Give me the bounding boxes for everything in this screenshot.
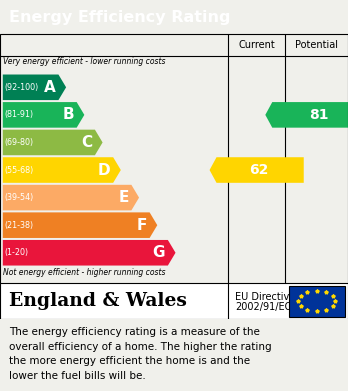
- Polygon shape: [209, 157, 304, 183]
- Text: England & Wales: England & Wales: [9, 292, 187, 310]
- Text: (39-54): (39-54): [5, 193, 34, 202]
- Text: D: D: [98, 163, 110, 178]
- Text: (21-38): (21-38): [5, 221, 34, 230]
- Text: Potential: Potential: [295, 40, 338, 50]
- Polygon shape: [3, 185, 139, 210]
- Polygon shape: [3, 75, 66, 100]
- Polygon shape: [265, 102, 348, 128]
- Text: (55-68): (55-68): [5, 165, 34, 174]
- Text: E: E: [118, 190, 129, 205]
- Text: G: G: [152, 245, 165, 260]
- Bar: [289, 285, 345, 317]
- Text: F: F: [136, 218, 147, 233]
- Text: (69-80): (69-80): [5, 138, 34, 147]
- Text: Current: Current: [238, 40, 275, 50]
- Text: B: B: [62, 108, 74, 122]
- Text: 2002/91/EC: 2002/91/EC: [235, 302, 291, 312]
- Text: 62: 62: [249, 163, 268, 177]
- Polygon shape: [3, 102, 84, 128]
- Text: Not energy efficient - higher running costs: Not energy efficient - higher running co…: [3, 268, 166, 277]
- Text: Very energy efficient - lower running costs: Very energy efficient - lower running co…: [3, 57, 166, 66]
- Polygon shape: [3, 240, 175, 265]
- Text: The energy efficiency rating is a measure of the
overall efficiency of a home. T: The energy efficiency rating is a measur…: [9, 327, 271, 380]
- Polygon shape: [3, 130, 103, 155]
- Text: EU Directive: EU Directive: [235, 292, 295, 302]
- Text: (92-100): (92-100): [5, 83, 39, 92]
- Text: Energy Efficiency Rating: Energy Efficiency Rating: [9, 11, 230, 25]
- Text: (1-20): (1-20): [5, 248, 29, 257]
- Text: 81: 81: [309, 108, 328, 122]
- Text: (81-91): (81-91): [5, 110, 34, 119]
- Polygon shape: [3, 157, 121, 183]
- Text: A: A: [44, 80, 56, 95]
- Polygon shape: [3, 212, 157, 238]
- Text: C: C: [81, 135, 92, 150]
